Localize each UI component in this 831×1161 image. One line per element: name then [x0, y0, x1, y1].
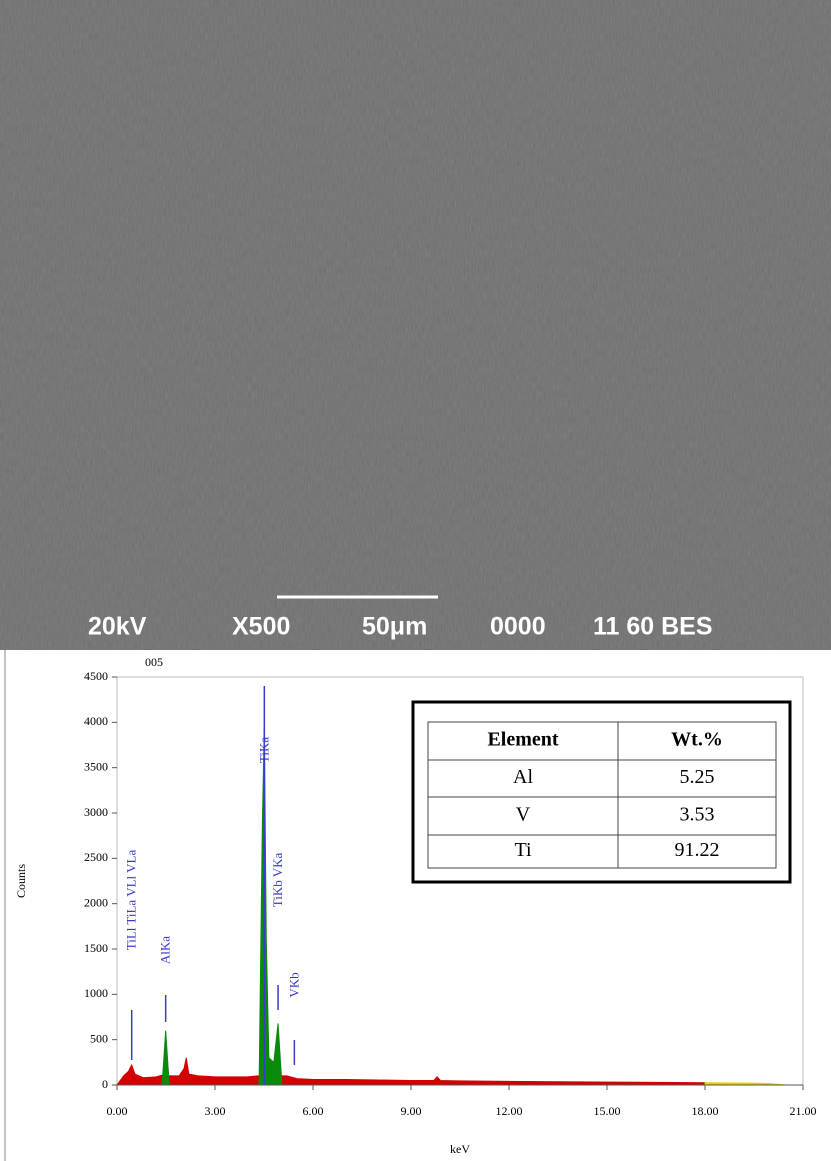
x-tick-label: 12.00 — [496, 1104, 523, 1118]
y-tick-label: 1000 — [84, 986, 108, 1000]
table-box — [413, 702, 790, 882]
y-tick-label: 3500 — [84, 759, 108, 773]
x-tick-label: 18.00 — [692, 1104, 719, 1118]
table-cell: 3.53 — [680, 804, 715, 826]
y-tick-label: 2500 — [84, 850, 108, 864]
y-axis-label: Counts — [14, 864, 28, 898]
sem-label: X500 — [232, 613, 290, 641]
x-tick-label: 3.00 — [205, 1104, 226, 1118]
y-tick-label: 0 — [102, 1077, 108, 1091]
peak-label: TiKa — [256, 737, 271, 763]
table-cell: Al — [513, 766, 533, 788]
sem-texture — [0, 0, 831, 650]
peak-label: TiLl TiLa VLl VLa — [124, 850, 139, 951]
x-tick-label: 6.00 — [303, 1104, 324, 1118]
x-tick-label: 15.00 — [594, 1104, 621, 1118]
sem-label: 0000 — [490, 613, 546, 641]
spectrum-label: 005 — [145, 655, 163, 669]
figure: 20kV X500 50μm 0000 11 60 BES 005 Counts… — [0, 0, 831, 1161]
table-header: Element — [487, 729, 558, 751]
y-tick-label: 4500 — [84, 669, 108, 683]
x-tick-label: 0.00 — [107, 1104, 128, 1118]
sem-label: 11 60 BES — [593, 613, 713, 641]
table-header: Wt.% — [671, 729, 723, 751]
x-axis-label: keV — [450, 1142, 470, 1156]
peak-label: VKb — [286, 972, 301, 997]
sem-label: 20kV — [88, 613, 147, 641]
x-tick-label: 21.00 — [790, 1104, 817, 1118]
x-tick-label: 9.00 — [401, 1104, 422, 1118]
y-tick-label: 1500 — [84, 941, 108, 955]
y-tick-label: 4000 — [84, 714, 108, 728]
sem-label: 50μm — [362, 613, 427, 641]
table-cell: 5.25 — [680, 766, 715, 788]
table-cell: V — [516, 804, 531, 826]
table-cell: 91.22 — [675, 839, 720, 861]
y-tick-label: 500 — [90, 1031, 108, 1045]
y-tick-label: 3000 — [84, 805, 108, 819]
spectrum-area — [117, 1058, 705, 1085]
table-cell: Ti — [514, 839, 532, 861]
peak-label: TiKb VKa — [270, 852, 285, 907]
spectrum-area — [162, 1031, 169, 1085]
peak-label: AlKa — [158, 936, 173, 964]
y-tick-label: 2000 — [84, 895, 108, 909]
